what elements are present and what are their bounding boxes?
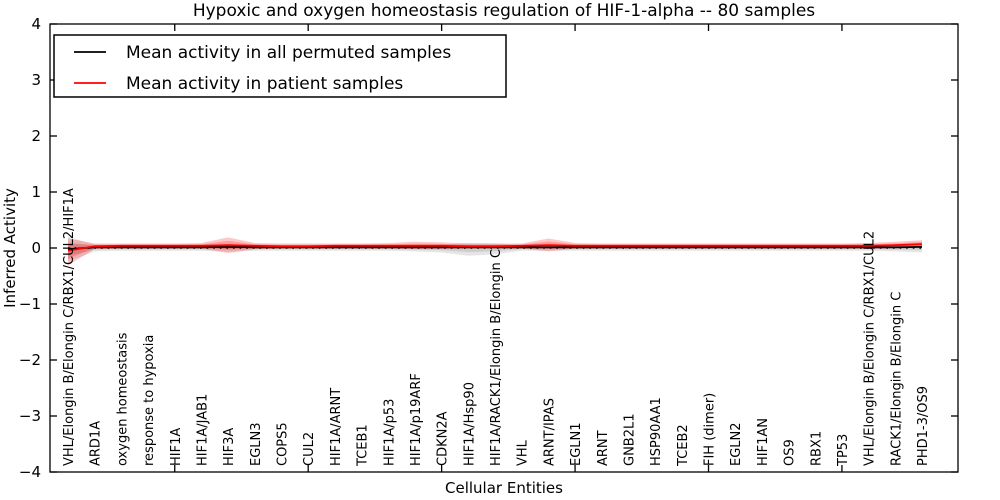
x-tick-label: ARD1A (89, 421, 104, 466)
x-tick-label: EGLN2 (729, 422, 744, 466)
x-tick-label: HIF1AN (756, 418, 771, 466)
y-tick-label: −2 (19, 351, 41, 369)
x-tick-label: OS9 (783, 439, 798, 466)
y-tick-label: 1 (31, 183, 41, 201)
x-tick-label: FIH (dimer) (703, 393, 718, 466)
x-tick-label: RACK1/Elongin B/Elongin C (889, 292, 904, 466)
y-tick-label: −4 (19, 463, 41, 481)
x-tick-label: EGLN3 (249, 422, 264, 466)
y-axis-label: Inferred Activity (1, 188, 19, 308)
y-tick-label: 0 (31, 239, 41, 257)
x-tick-label: oxygen homeostasis (115, 332, 130, 466)
chart-title: Hypoxic and oxygen homeostasis regulatio… (193, 1, 815, 21)
x-tick-label: EGLN1 (569, 422, 584, 466)
x-tick-label: GNB2L1 (622, 413, 637, 466)
x-tick-label: HIF1A/ARNT (329, 388, 344, 466)
x-tick-label: TCEB1 (356, 424, 371, 467)
x-tick-label: HIF1A/JAB1 (195, 394, 210, 466)
x-tick-label: CDKN2A (436, 411, 451, 466)
y-tick-label: 2 (31, 127, 41, 145)
x-tick-label: HIF1A/Hsp90 (462, 382, 477, 466)
y-tick-label: 3 (31, 71, 41, 89)
x-tick-label: ARNT/IPAS (542, 398, 557, 466)
x-tick-label: HIF1A/p19ARF (409, 373, 424, 466)
band-outer-permuted (68, 236, 922, 262)
x-tick-label: HIF3A (222, 428, 237, 466)
x-tick-label: VHL (516, 439, 531, 466)
mean-lines (67, 243, 923, 252)
band-inner-permuted (68, 242, 922, 256)
plot-frame (49, 23, 959, 473)
y-tick-label: 4 (31, 15, 41, 33)
x-tick-label: HIF1A/RACK1/Elongin B/Elongin C (489, 249, 504, 466)
x-tick-label: RBX1 (809, 431, 824, 466)
x-tick-labels: VHL/Elongin B/Elongin C/RBX1/CUL2/HIF1A A… (62, 188, 931, 467)
x-axis-label: Cellular Entities (445, 479, 563, 497)
x-tick-label: ARNT (596, 430, 611, 466)
mean-line-patient (67, 243, 923, 252)
x-tick-label: PHD1-3/OS9 (916, 386, 931, 466)
x-tick-label: TP53 (836, 434, 851, 467)
band-outer-patient (68, 237, 922, 266)
legend-box (53, 34, 507, 98)
legend-label-patient: Mean activity in patient samples (126, 74, 403, 94)
legend: Mean activity in all permuted samples Me… (53, 34, 507, 98)
x-tick-label: response to hypoxia (142, 335, 157, 466)
x-tick-label: TCEB2 (676, 424, 691, 467)
x-tick-label: VHL/Elongin B/Elongin C/RBX1/CUL2 (863, 231, 878, 466)
x-tick-label: CUL2 (302, 432, 317, 466)
mean-line-permuted (67, 245, 923, 250)
x-tick-label: HIF1A (169, 428, 184, 466)
y-tick-label: −3 (19, 407, 41, 425)
y-tick-label: −1 (19, 295, 41, 313)
x-tick-label: VHL/Elongin B/Elongin C/RBX1/CUL2/HIF1A (62, 188, 77, 466)
y-tick-labels: 4 3 2 1 0 −1 −2 −3 −4 (19, 15, 41, 481)
x-tick-label: HIF1A/p53 (382, 399, 397, 466)
x-tick-label: COPS5 (276, 422, 291, 466)
legend-label-permuted: Mean activity in all permuted samples (126, 43, 451, 63)
x-tick-label: HSP90AA1 (649, 397, 664, 466)
